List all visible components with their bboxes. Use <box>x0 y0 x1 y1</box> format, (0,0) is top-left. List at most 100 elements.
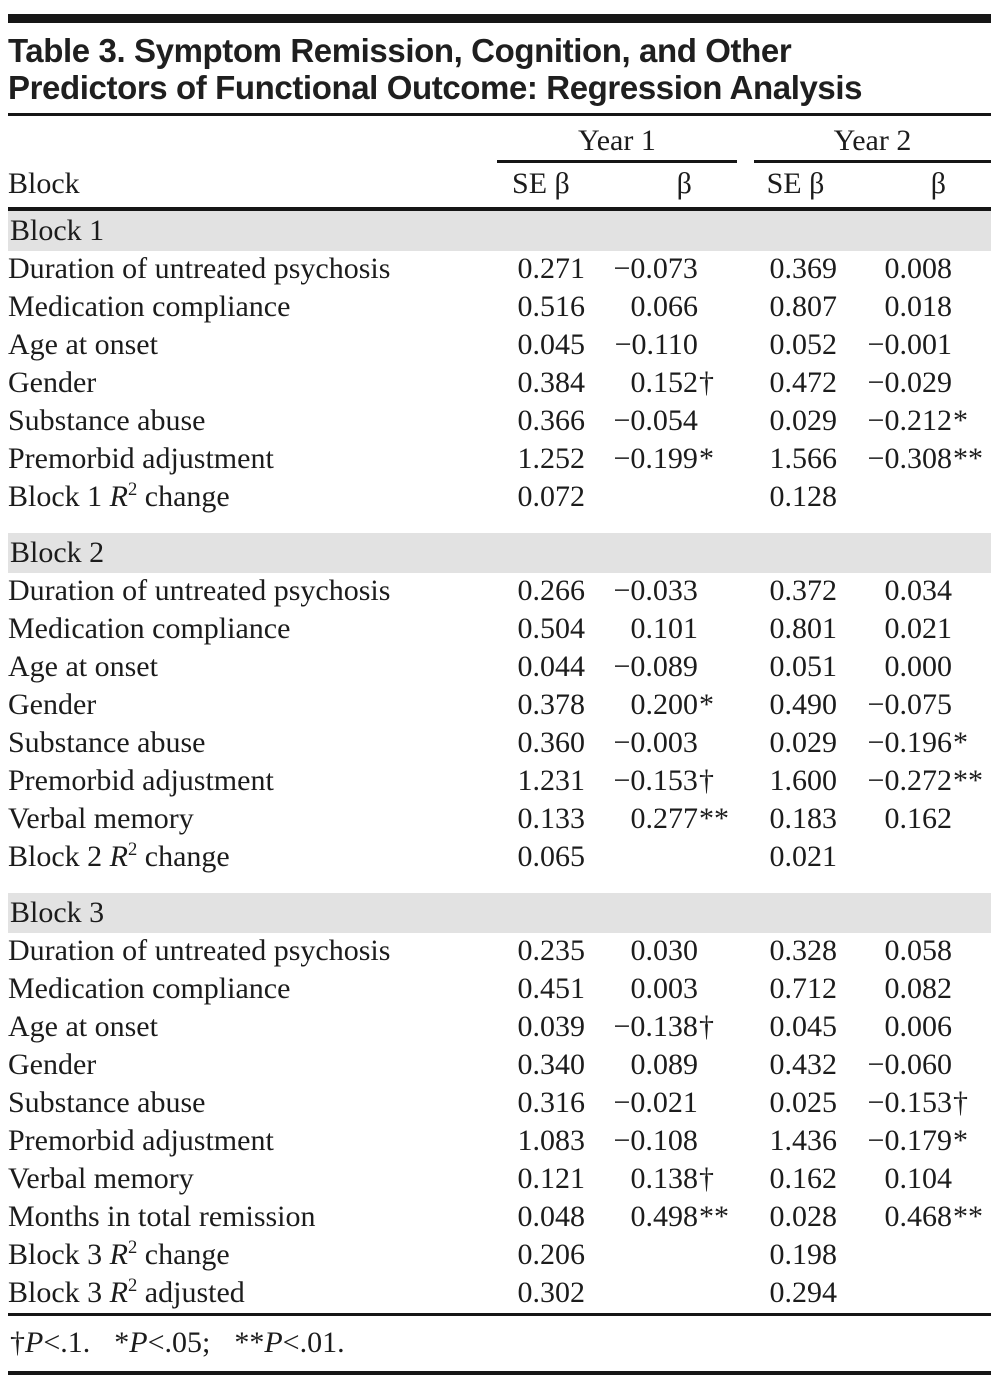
row-label: Premorbid adjustment <box>8 764 274 797</box>
significance-marker <box>952 649 991 687</box>
row-label: Premorbid adjustment <box>8 442 274 475</box>
table-row: Substance abuse 0.316 −0.021 0.025 −0.153 † <box>8 1085 991 1123</box>
r-squared-symbol: R <box>109 840 128 873</box>
significance-marker: * <box>952 726 968 759</box>
se-beta-value: 0.302 <box>517 1276 585 1309</box>
column-gap <box>737 1009 754 1047</box>
table-row: Medication compliance 0.516 0.066 0.807 0.01… <box>8 289 991 327</box>
col-header-se-beta-year2: SE β <box>753 161 837 211</box>
r-squared-exponent: 2 <box>128 1237 138 1258</box>
col-header-se-beta-year1: SE β <box>496 161 585 211</box>
significance-marker <box>952 1161 991 1199</box>
se-beta-value: 0.183 <box>769 802 837 835</box>
table-row: Gender 0.378 0.200 * 0.490 −0.075 <box>8 687 991 725</box>
significance-marker: ** <box>952 764 983 797</box>
significance-marker <box>952 687 991 725</box>
r-squared-exponent: 2 <box>128 839 138 860</box>
significance-marker <box>698 611 737 649</box>
significance-marker <box>698 479 737 517</box>
significance-marker: † <box>698 1162 714 1195</box>
column-gap <box>737 1085 754 1123</box>
significance-marker <box>698 1275 737 1313</box>
beta-value: −0.089 <box>613 650 698 683</box>
column-gap <box>737 289 754 327</box>
beta-value: −0.153 <box>867 1086 952 1119</box>
se-beta-value: 0.271 <box>517 252 585 285</box>
table-row: Substance abuse 0.360 −0.003 0.029 −0.196 * <box>8 725 991 763</box>
se-beta-value: 0.360 <box>517 726 585 759</box>
section-header: Block 3 <box>8 893 991 933</box>
table-row: Verbal memory 0.121 0.138 † 0.162 0.104 <box>8 1161 991 1199</box>
row-label: Age at onset <box>8 1010 158 1043</box>
row-label: Substance abuse <box>8 726 206 759</box>
beta-value: 0.030 <box>630 934 698 967</box>
beta-value: −0.003 <box>613 726 698 759</box>
se-beta-value: 0.048 <box>517 1200 585 1233</box>
significance-marker: † <box>698 366 714 399</box>
row-label: Verbal memory <box>8 802 194 835</box>
section-header-label: Block 2 <box>10 536 105 569</box>
column-gap <box>737 1123 754 1161</box>
table-row: Duration of untreated psychosis 0.235 0.03… <box>8 933 991 971</box>
table-row: Age at onset 0.044 −0.089 0.051 0.000 <box>8 649 991 687</box>
column-gap <box>737 801 754 839</box>
se-beta-value: 1.436 <box>769 1124 837 1157</box>
section-band-row: Block 3 <box>8 877 991 933</box>
column-gap <box>737 1275 754 1313</box>
table-header: Year 1 Year 2 Block SE β β SE β β <box>8 116 991 211</box>
row-label: Verbal memory <box>8 1162 194 1195</box>
significance-marker: ** <box>698 802 729 835</box>
beta-value: 0.152 <box>630 366 698 399</box>
se-beta-value: 0.065 <box>517 840 585 873</box>
col-header-beta-year1: β <box>584 161 698 211</box>
table-row: Block 3 R2 adjusted 0.302 0.294 <box>8 1275 991 1313</box>
beta-value: 0.498 <box>630 1200 698 1233</box>
significance-marker <box>698 1123 737 1161</box>
p-threshold: <.05; <box>147 1326 211 1359</box>
row-label: Substance abuse <box>8 1086 206 1119</box>
se-beta-value: 0.198 <box>769 1238 837 1271</box>
column-gap <box>737 441 754 479</box>
beta-value: −0.033 <box>613 574 698 607</box>
row-label: Duration of untreated psychosis <box>8 252 391 285</box>
table-row: Substance abuse 0.366 −0.054 0.029 −0.212 * <box>8 403 991 441</box>
column-gap <box>737 763 754 801</box>
row-label: Medication compliance <box>8 972 291 1005</box>
table-row: Age at onset 0.039 −0.138 † 0.045 0.006 <box>8 1009 991 1047</box>
year1-column-group: Year 1 <box>496 116 737 163</box>
regression-table: Year 1 Year 2 Block SE β β SE β β Block … <box>8 116 991 1313</box>
se-beta-value: 0.029 <box>769 726 837 759</box>
section-band-row: Block 1 <box>8 209 991 251</box>
row-label: Block 3 R2 adjusted <box>8 1275 245 1309</box>
column-gap <box>737 1199 754 1237</box>
column-gap <box>737 725 754 763</box>
se-beta-value: 0.432 <box>769 1048 837 1081</box>
row-label: Age at onset <box>8 328 158 361</box>
se-beta-value: 0.366 <box>517 404 585 437</box>
row-label: Medication compliance <box>8 290 291 323</box>
se-beta-value: 0.052 <box>769 328 837 361</box>
beta-value: −0.060 <box>867 1048 952 1081</box>
beta-value: −0.179 <box>867 1124 952 1157</box>
column-gap <box>737 839 754 877</box>
beta-value: 0.138 <box>630 1162 698 1195</box>
r-squared-exponent: 2 <box>128 479 138 500</box>
table-row: Duration of untreated psychosis 0.266 −0.0… <box>8 573 991 611</box>
se-beta-value: 0.328 <box>769 934 837 967</box>
beta-value: −0.138 <box>613 1010 698 1043</box>
se-beta-value: 1.566 <box>769 442 837 475</box>
significance-marker <box>698 725 737 763</box>
row-label: Gender <box>8 1048 97 1081</box>
footnote-item-star: *P<.05; <box>114 1326 210 1359</box>
significance-marker: * <box>952 1124 968 1157</box>
significance-marker <box>698 573 737 611</box>
significance-marker <box>952 1047 991 1085</box>
beta-value: 0.468 <box>884 1200 952 1233</box>
section-header-label: Block 3 <box>10 896 105 929</box>
section-header-label: Block 1 <box>10 214 105 247</box>
row-label: Block 1 R2 change <box>8 479 230 513</box>
beta-value <box>585 839 698 877</box>
footnote: †P<.1. *P<.05; **P<.01. <box>8 1313 991 1371</box>
se-beta-value: 0.369 <box>769 252 837 285</box>
footnote-item-double-star: **P<.01. <box>234 1326 344 1359</box>
